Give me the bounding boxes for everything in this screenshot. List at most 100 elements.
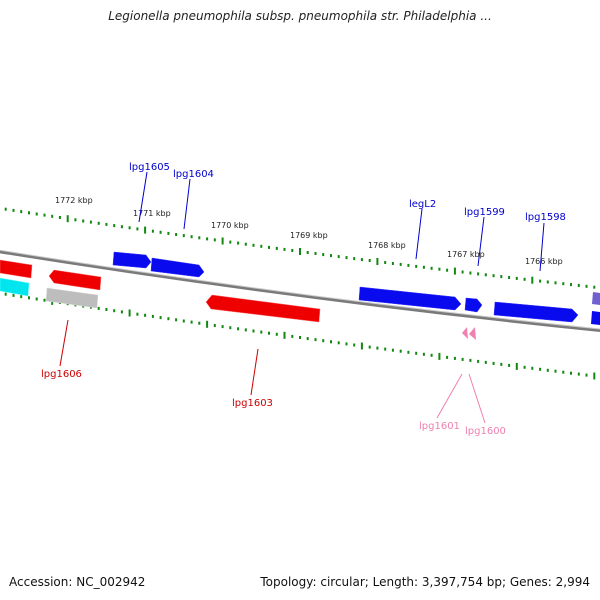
minor-tick bbox=[43, 213, 46, 217]
minor-tick bbox=[97, 306, 100, 310]
scale-label-1767: 1767 kbp bbox=[447, 250, 485, 259]
minor-tick bbox=[368, 345, 371, 349]
label-lpg1604[interactable]: lpg1604 bbox=[173, 169, 214, 180]
label-lpg1606[interactable]: lpg1606 bbox=[41, 369, 82, 380]
label-lpg1605[interactable]: lpg1605 bbox=[129, 162, 170, 173]
minor-tick bbox=[508, 363, 511, 367]
minor-tick bbox=[523, 277, 526, 281]
gene-edge-cyan[interactable] bbox=[0, 277, 30, 297]
major-tick bbox=[66, 215, 69, 223]
minor-tick bbox=[391, 348, 394, 352]
minor-tick bbox=[213, 324, 216, 327]
minor-tick bbox=[593, 285, 596, 289]
genome-summary-text: Topology: circular; Length: 3,397,754 bp… bbox=[260, 575, 590, 589]
minor-tick bbox=[275, 246, 278, 250]
minor-tick bbox=[260, 330, 263, 334]
minor-tick bbox=[51, 214, 54, 218]
minor-tick bbox=[28, 296, 30, 300]
minor-tick bbox=[469, 271, 472, 275]
major-tick bbox=[531, 276, 534, 284]
scale-label-1772: 1772 kbp bbox=[55, 196, 93, 205]
gene-lpg1599[interactable] bbox=[464, 297, 483, 313]
gene-lpg1605[interactable] bbox=[112, 251, 152, 269]
minor-tick bbox=[74, 218, 77, 222]
leader-lpg1599 bbox=[477, 216, 485, 267]
minor-tick bbox=[120, 310, 123, 314]
minor-tick bbox=[12, 293, 15, 297]
minor-tick bbox=[531, 366, 534, 370]
minor-tick bbox=[175, 318, 178, 322]
major-tick bbox=[515, 362, 518, 370]
genome-backbone-highlight bbox=[0, 249, 600, 330]
label-lpg1599[interactable]: lpg1599 bbox=[464, 207, 505, 218]
gene-edge-purple[interactable] bbox=[592, 292, 600, 305]
minor-tick bbox=[407, 263, 410, 267]
major-tick bbox=[206, 320, 209, 328]
label-lpg1600[interactable]: lpg1600 bbox=[465, 426, 506, 437]
minor-tick bbox=[12, 208, 15, 212]
minor-tick bbox=[58, 216, 61, 219]
gene-edge-blue[interactable] bbox=[591, 311, 600, 325]
minor-tick bbox=[570, 283, 572, 287]
minor-tick bbox=[453, 356, 456, 360]
minor-tick bbox=[128, 226, 131, 230]
minor-tick bbox=[136, 312, 139, 316]
label-lpg1603[interactable]: lpg1603 bbox=[232, 398, 273, 409]
minor-tick bbox=[477, 272, 480, 276]
label-legL2[interactable]: legL2 bbox=[409, 199, 436, 210]
gene-lpg1600[interactable] bbox=[469, 327, 476, 340]
minor-tick bbox=[252, 329, 255, 333]
minor-tick bbox=[268, 331, 270, 335]
minor-tick bbox=[484, 360, 487, 364]
minor-tick bbox=[384, 261, 387, 264]
minor-tick bbox=[446, 268, 449, 272]
minor-tick bbox=[353, 343, 356, 347]
minor-tick bbox=[167, 231, 170, 235]
minor-tick bbox=[376, 346, 379, 350]
major-tick bbox=[144, 226, 147, 234]
minor-tick bbox=[438, 267, 441, 271]
leader-legL2 bbox=[415, 208, 423, 260]
map-title: Legionella pneumophila subsp. pneumophil… bbox=[108, 9, 492, 23]
minor-tick bbox=[237, 241, 240, 245]
minor-tick bbox=[113, 224, 116, 228]
minor-tick bbox=[198, 236, 201, 240]
reverse-genes bbox=[0, 259, 476, 340]
scale-label-1770: 1770 kbp bbox=[211, 221, 249, 230]
minor-tick bbox=[167, 317, 170, 321]
minor-tick bbox=[20, 210, 23, 214]
gene-edge-red[interactable] bbox=[0, 259, 33, 279]
minor-tick bbox=[546, 280, 549, 284]
gene-lpg1606-grey[interactable] bbox=[45, 287, 99, 309]
minor-tick bbox=[291, 334, 294, 338]
minor-tick bbox=[4, 292, 7, 296]
leader-lpg1604 bbox=[183, 178, 191, 230]
leader-lpg1605 bbox=[138, 171, 148, 223]
minor-tick bbox=[244, 328, 247, 332]
gene-lpg1603[interactable] bbox=[205, 294, 321, 323]
gene-lpg1604[interactable] bbox=[150, 257, 205, 278]
label-lpg1601[interactable]: lpg1601 bbox=[419, 421, 460, 432]
minor-tick bbox=[190, 235, 193, 239]
minor-tick bbox=[105, 222, 108, 226]
label-lpg1598[interactable]: lpg1598 bbox=[525, 212, 566, 223]
minor-tick bbox=[105, 308, 108, 311]
minor-tick bbox=[260, 244, 263, 248]
minor-tick bbox=[461, 357, 464, 361]
minor-tick bbox=[585, 373, 588, 377]
scale-label-1771: 1771 kbp bbox=[133, 209, 171, 218]
minor-tick bbox=[306, 337, 309, 341]
gene-lpg1606-red[interactable] bbox=[48, 269, 102, 291]
minor-tick bbox=[430, 353, 433, 357]
major-tick bbox=[128, 309, 131, 317]
minor-tick bbox=[360, 258, 363, 262]
minor-tick bbox=[570, 371, 572, 375]
gene-lpg1598[interactable] bbox=[493, 301, 579, 323]
minor-tick bbox=[345, 256, 348, 260]
gene-legL2[interactable] bbox=[358, 286, 462, 311]
minor-tick bbox=[330, 254, 332, 258]
bottom-scale-ticks bbox=[4, 292, 596, 380]
gene-lpg1601[interactable] bbox=[462, 327, 468, 339]
minor-tick bbox=[151, 229, 154, 233]
minor-tick bbox=[4, 207, 7, 211]
